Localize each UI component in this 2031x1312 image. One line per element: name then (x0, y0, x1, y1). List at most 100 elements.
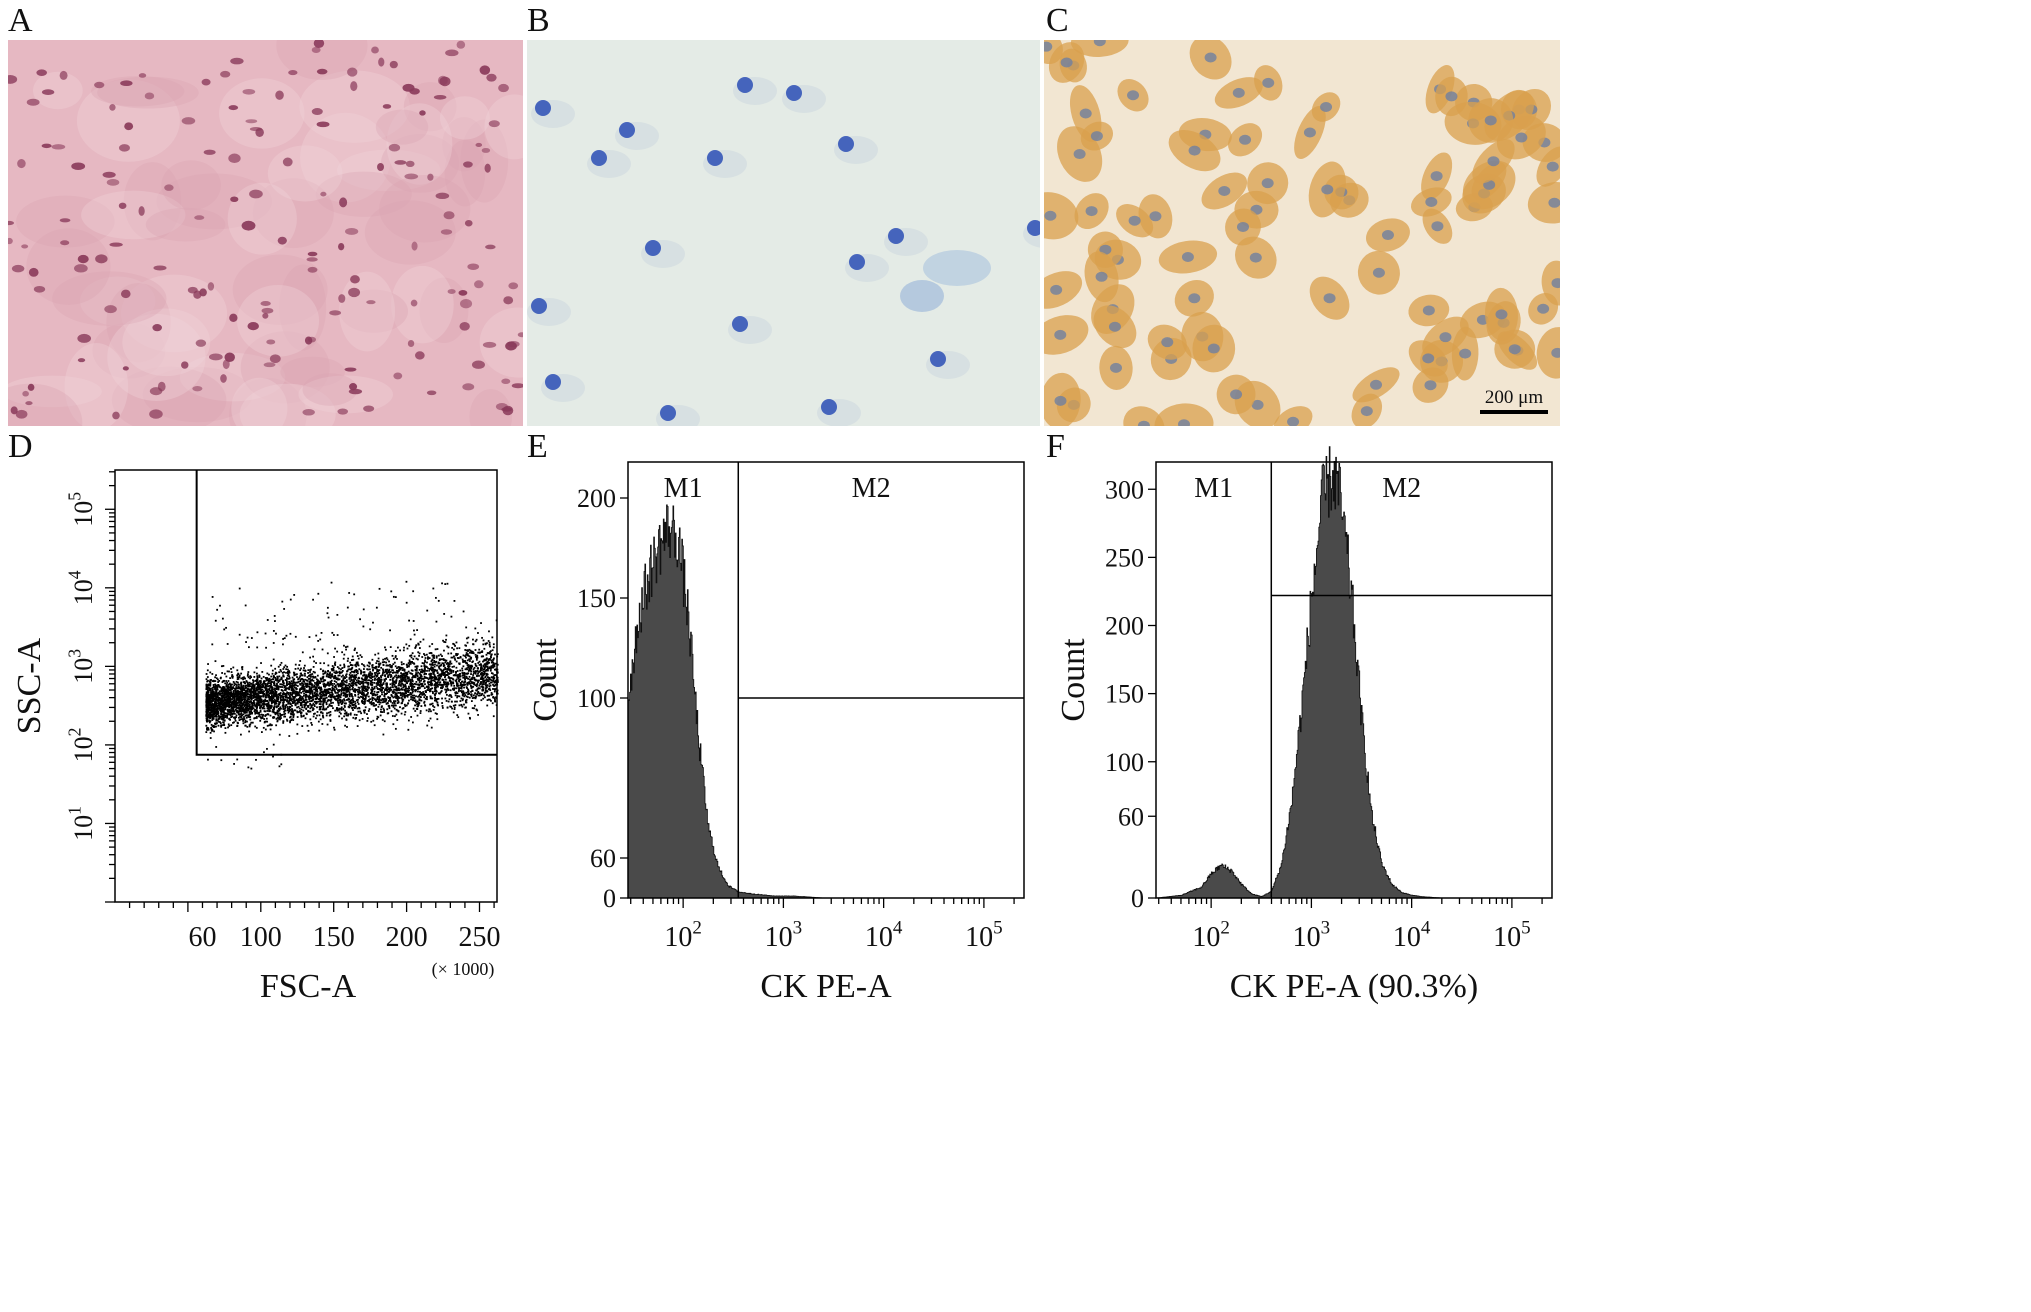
scatter-point (493, 681, 496, 684)
scatter-point (406, 647, 409, 650)
scatter-point (239, 692, 242, 695)
scatter-point (362, 674, 364, 677)
tissue-texture (298, 375, 393, 414)
scatter-point (337, 685, 340, 688)
scatter-point (408, 663, 411, 666)
scatter-point (205, 711, 208, 714)
tissue-texture (479, 307, 523, 378)
scatter-point (242, 684, 245, 687)
scatter-point (299, 712, 302, 715)
scatter-point (432, 664, 434, 666)
scatter-point (293, 691, 296, 694)
scatter-point (427, 657, 429, 660)
scatter-point (470, 695, 473, 698)
scatter-point (341, 699, 344, 702)
scatter-point (446, 682, 449, 685)
scatter-point (338, 667, 340, 670)
scatter-point (337, 704, 340, 706)
scatter-point (403, 672, 406, 675)
scatter-point (376, 693, 379, 696)
scatter-point (238, 693, 241, 695)
scatter-point (287, 693, 290, 696)
scatter-point (239, 718, 242, 721)
scatter-point (470, 681, 473, 684)
scatter-point (258, 711, 261, 714)
scatter-point (415, 673, 418, 676)
scatter-point (344, 695, 347, 698)
scatter-point (276, 677, 279, 679)
scatter-point (342, 677, 345, 680)
scatter-point (233, 694, 236, 697)
scatter-point (340, 692, 343, 695)
scatter-point (325, 684, 328, 686)
scatter-point (232, 702, 235, 705)
scatter-point (270, 700, 273, 702)
scatter-point (371, 681, 374, 684)
scatter-point (304, 682, 307, 685)
scatter-point (366, 675, 368, 678)
scatter-point (262, 714, 265, 716)
scatter-point (296, 723, 299, 726)
scatter-point (475, 655, 477, 658)
scatter-point (263, 705, 265, 708)
scatter-point (270, 724, 273, 727)
scatter-point (372, 719, 375, 722)
scatter-point (231, 676, 234, 679)
scatter-point (226, 705, 228, 708)
scatter-point (315, 695, 318, 698)
scatter-point (247, 707, 250, 710)
scatter-point (219, 677, 222, 680)
scatter-point (345, 681, 348, 684)
scatter-point (302, 683, 305, 686)
scatter-point (467, 693, 469, 696)
scatter-point (396, 719, 399, 721)
nucleus (1508, 344, 1521, 355)
scatter-point (495, 696, 497, 699)
scatter-point (301, 685, 304, 688)
scatter-point (445, 659, 448, 662)
scatter-point (438, 667, 441, 670)
scatter-point (435, 656, 438, 659)
scatter-point (434, 648, 437, 651)
scatter-point (464, 655, 467, 658)
scatter-point (432, 668, 435, 671)
scatter-point (420, 682, 423, 685)
scatter-point (434, 712, 437, 715)
scatter-point (229, 700, 232, 702)
scatter-point (288, 688, 291, 691)
scatter-point (222, 665, 225, 667)
scatter-point (391, 679, 394, 682)
scatter-point (221, 692, 224, 695)
nucleus (1127, 90, 1140, 101)
scatter-point (453, 674, 456, 676)
scatter-point (296, 706, 298, 709)
scatter-point (442, 669, 445, 672)
scatter-point (475, 708, 478, 711)
scatter-point (325, 688, 328, 691)
scatter-point (376, 678, 378, 681)
scatter-point (445, 700, 448, 702)
scatter-point (293, 699, 295, 702)
scatter-point (376, 717, 379, 720)
scatter-point (411, 696, 414, 699)
scatter-point (257, 699, 259, 702)
scatter-point (330, 702, 332, 704)
scatter-point (477, 671, 480, 673)
scatter-point (266, 704, 269, 707)
scatter-point (308, 674, 310, 677)
scatter-point (425, 709, 428, 712)
scatter-point (485, 686, 488, 689)
scatter-point (209, 713, 212, 716)
scatter-point (313, 676, 316, 679)
scatter-point (362, 668, 365, 670)
scatter-point (401, 676, 404, 679)
scatter-point (287, 692, 289, 694)
scatter-point (298, 698, 300, 701)
scatter-point (469, 682, 472, 685)
scatter-point (494, 653, 496, 656)
scatter-point (233, 703, 236, 706)
scatter-point (405, 690, 408, 693)
scatter-point (287, 677, 289, 680)
scatter-point (364, 698, 367, 701)
scatter-point (330, 698, 333, 701)
